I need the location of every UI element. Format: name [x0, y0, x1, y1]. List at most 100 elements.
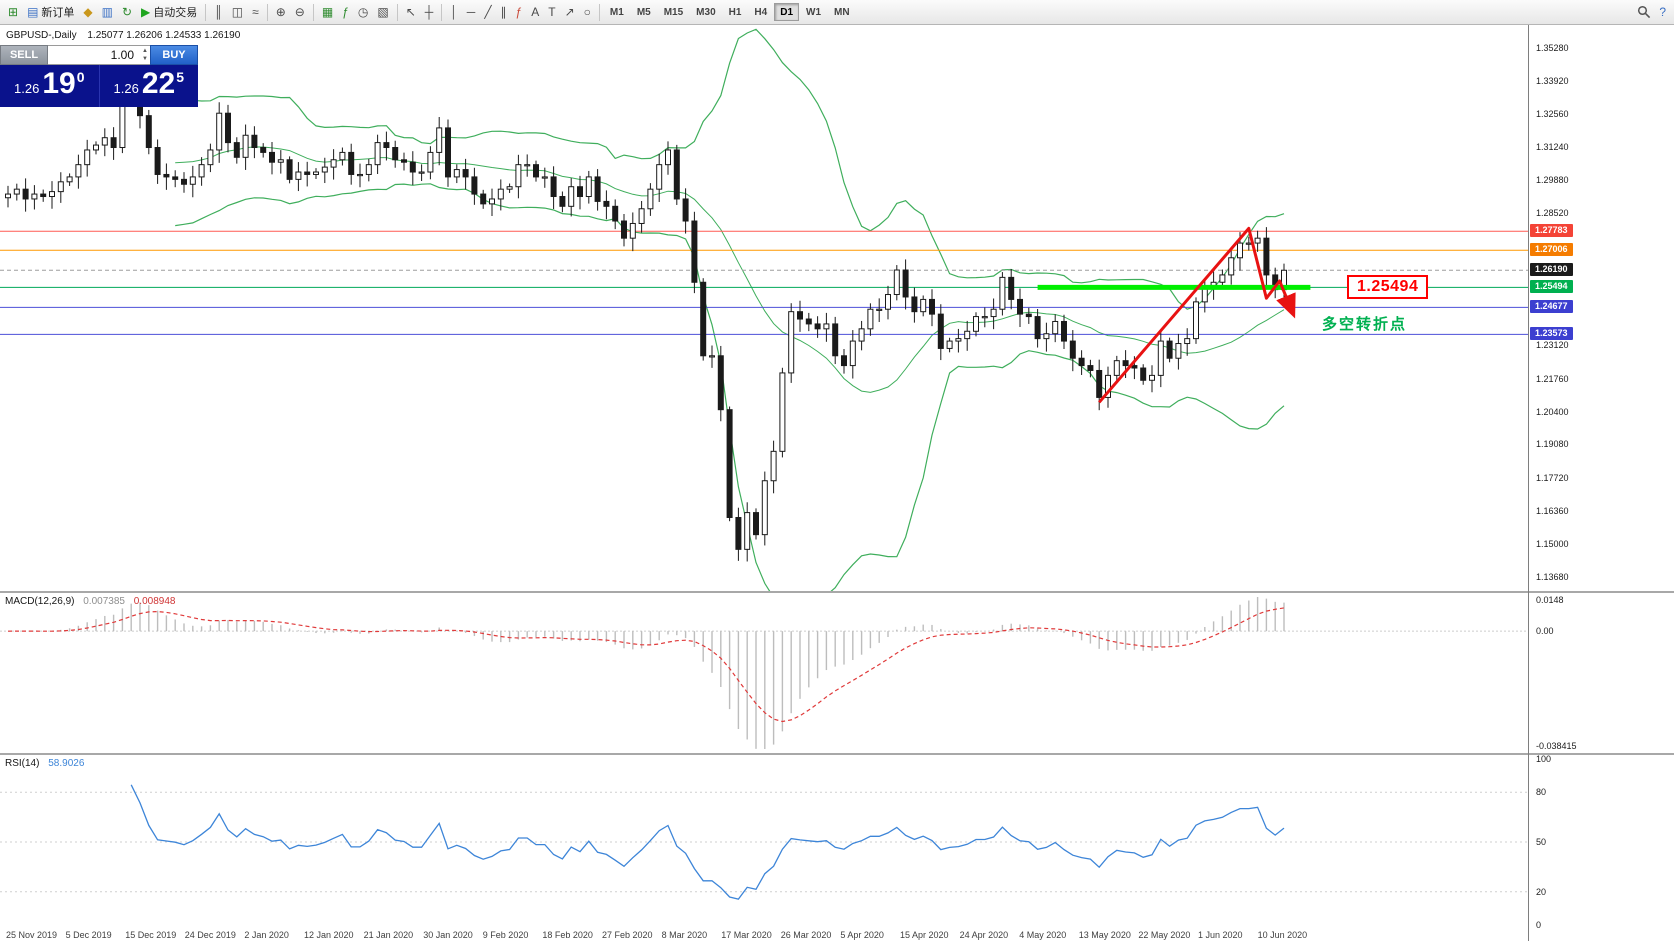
buy-button[interactable]: BUY [150, 45, 198, 65]
price-tick-label: 1.13680 [1536, 571, 1569, 582]
cursor-button[interactable]: ↖ [402, 2, 420, 22]
axis-separator [1529, 753, 1674, 755]
volume-up-icon[interactable]: ▲ [142, 48, 148, 54]
templates-button[interactable]: ▧ [373, 2, 392, 22]
new-order-button[interactable]: ▤ 新订单 [23, 2, 78, 22]
terminal-button[interactable]: ▥ [98, 2, 117, 22]
date-label: 15 Apr 2020 [900, 930, 949, 940]
market-watch-button[interactable]: ◆ [79, 2, 96, 22]
price-tick-label: 1.20400 [1536, 407, 1569, 418]
volume-down-icon[interactable]: ▼ [142, 56, 148, 62]
fibonacci-button[interactable]: ƒ [512, 2, 527, 22]
label-button[interactable]: T [544, 2, 559, 22]
autotrading-button[interactable]: ▶ 自动交易 [137, 2, 201, 22]
shapes-button[interactable]: ○ [580, 2, 595, 22]
arrows-icon: ↗ [564, 5, 575, 19]
templates-icon: ▧ [377, 5, 389, 19]
timeframe-w1[interactable]: W1 [800, 3, 827, 21]
price-tick-label: 1.28520 [1536, 208, 1569, 219]
price-badge: 1.26190 [1530, 263, 1573, 277]
toolbar-separator [441, 3, 443, 21]
search-icon [1638, 5, 1651, 19]
refresh-button[interactable]: ↻ [118, 2, 136, 22]
new-chart-icon: ⊞ [8, 5, 19, 19]
rsi-level-label: 80 [1536, 787, 1547, 798]
horizontal-line-icon: ─ [466, 5, 476, 19]
date-label: 24 Dec 2019 [184, 930, 236, 940]
price-tick-label: 1.16360 [1536, 506, 1569, 517]
price-badge: 1.23573 [1530, 327, 1573, 341]
search-button[interactable] [1633, 2, 1655, 22]
sell-button[interactable]: SELL [0, 45, 48, 65]
chart-ohlc-values: 1.25077 1.26206 1.24533 1.26190 [87, 30, 241, 41]
volume-field[interactable]: 1.00 ▲ ▼ [48, 45, 150, 65]
rsi-level-label: 0 [1536, 920, 1542, 930]
periods-button[interactable]: ◷ [354, 2, 372, 22]
indicators-button[interactable]: ƒ [338, 2, 353, 22]
macd-zero-label: 0.00 [1536, 626, 1554, 637]
rsi-plot[interactable] [0, 755, 1528, 929]
date-label: 30 Jan 2020 [423, 930, 473, 940]
timeframe-m5[interactable]: M5 [631, 3, 657, 21]
chart-title: GBPUSD-,Daily 1.25077 1.26206 1.24533 1.… [6, 30, 240, 41]
buy-price-display[interactable]: 1.26 22 5 [98, 65, 199, 107]
rsi-level-label: 50 [1536, 837, 1547, 847]
zoom-in-button[interactable]: ⊕ [272, 2, 290, 22]
timeframe-d1[interactable]: D1 [774, 3, 800, 21]
rsi-value: 58.9026 [48, 758, 85, 769]
chart-symbol-period: GBPUSD-,Daily [6, 30, 77, 41]
channel-button[interactable]: ∥ [497, 2, 511, 22]
timeframe-m15[interactable]: M15 [658, 3, 689, 21]
price-axis[interactable]: 1.35280 1.33920 1.32560 1.31240 1.29880 1.285… [1528, 25, 1674, 941]
timeframe-h1[interactable]: H1 [723, 3, 748, 21]
toolbar-separator [396, 3, 398, 21]
help-icon: ? [1659, 5, 1666, 19]
zoom-out-button[interactable]: ⊖ [291, 2, 309, 22]
date-label: 9 Feb 2020 [482, 930, 529, 940]
one-click-trading-widget: SELL 1.00 ▲ ▼ BUY 1.26 19 0 [0, 45, 198, 107]
rsi-panel[interactable]: RSI(14) 58.9026 [0, 755, 1528, 929]
cursor-icon: ↖ [405, 5, 416, 19]
arrows-button[interactable]: ↗ [561, 2, 579, 22]
vertical-line-button[interactable]: │ [446, 2, 462, 22]
new-order-icon: ▤ [27, 5, 39, 19]
text-button[interactable]: A [527, 2, 543, 22]
main-chart-panel[interactable]: GBPUSD-,Daily 1.25077 1.26206 1.24533 1.… [0, 25, 1528, 591]
sell-price-display[interactable]: 1.26 19 0 [0, 65, 99, 107]
crosshair-button[interactable]: ┼ [421, 2, 438, 22]
panel-splitter[interactable] [0, 591, 1528, 593]
timeframe-m1[interactable]: M1 [604, 3, 630, 21]
macd-panel[interactable]: MACD(12,26,9) 0.007385 0.008948 [0, 593, 1528, 753]
timeframe-mn[interactable]: MN [828, 3, 856, 21]
date-label: 18 Feb 2020 [542, 930, 593, 940]
new-order-label: 新订单 [41, 7, 75, 19]
candle-chart-button[interactable]: ◫ [228, 2, 247, 22]
sell-price-main: 1.26 [14, 81, 40, 96]
price-tick-label: 1.23120 [1536, 340, 1569, 351]
tile-windows-button[interactable]: ▦ [318, 2, 337, 22]
refresh-icon: ↻ [121, 5, 133, 19]
trendline-button[interactable]: ╱ [480, 2, 495, 22]
date-label: 13 May 2020 [1078, 930, 1131, 940]
panel-splitter[interactable] [0, 753, 1528, 755]
toolbar-right-group: ? [1633, 2, 1670, 22]
price-tick-label: 1.29880 [1536, 174, 1569, 185]
volume-stepper[interactable]: ▲ ▼ [142, 47, 148, 63]
tile-windows-icon: ▦ [321, 5, 334, 19]
horizontal-line-button[interactable]: ─ [463, 2, 480, 22]
text-icon: A [531, 5, 540, 19]
timeframe-m30[interactable]: M30 [690, 3, 721, 21]
main-chart-plot[interactable] [0, 25, 1528, 591]
timeframe-h4[interactable]: H4 [748, 3, 773, 21]
bar-chart-button[interactable]: ║ [210, 2, 227, 22]
price-badge: 1.25494 [1530, 280, 1573, 294]
price-tick-label: 1.19080 [1536, 439, 1569, 450]
new-chart-button[interactable]: ⊞ [4, 2, 22, 22]
axis-separator [1529, 591, 1674, 593]
autotrading-play-icon: ▶ [141, 5, 151, 19]
macd-plot[interactable] [0, 593, 1528, 753]
line-chart-button[interactable]: ≈ [248, 2, 263, 22]
help-button[interactable]: ? [1655, 2, 1670, 22]
time-axis[interactable]: 25 Nov 2019 5 Dec 2019 15 Dec 2019 24 Dec 2… [0, 929, 1528, 941]
